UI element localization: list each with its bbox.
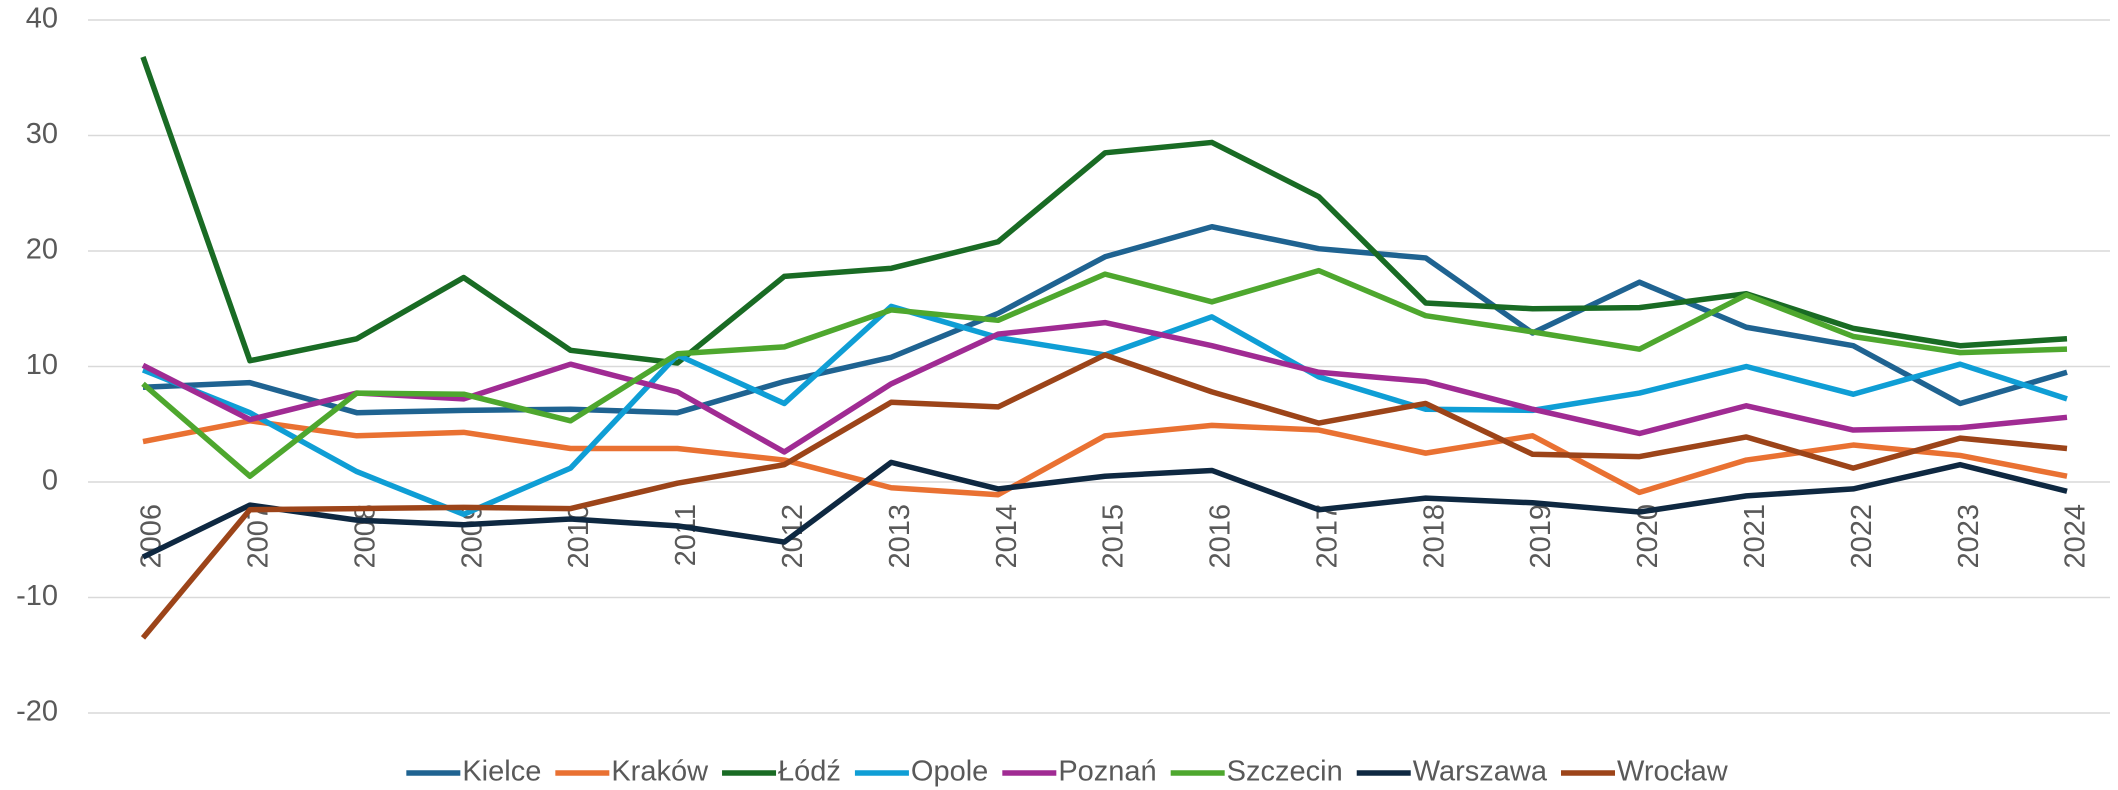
- x-tick-label: 2013: [884, 504, 916, 569]
- x-tick-label: 2023: [1953, 504, 1985, 569]
- y-tick-label: 0: [42, 465, 58, 497]
- x-tick-label: 2016: [1205, 504, 1237, 569]
- legend-label: Kraków: [611, 756, 709, 788]
- x-tick-label: 2014: [991, 504, 1023, 569]
- y-tick-label: -10: [16, 580, 58, 612]
- x-tick-label: 2020: [1632, 504, 1664, 569]
- series-line: [141, 459, 2068, 560]
- y-tick-label: 30: [26, 118, 58, 150]
- x-tick-label: 2011: [670, 504, 702, 566]
- x-tick-label: 2006: [136, 504, 168, 569]
- legend-label: Opole: [911, 756, 988, 788]
- x-tick-label: 2018: [1418, 504, 1450, 569]
- x-tick-label: 2024: [2060, 504, 2092, 569]
- series-line: [142, 223, 2068, 416]
- legend: Kielce Kraków Łódź Opole Poznań Szczecin Warsz…: [406, 756, 1729, 788]
- x-tick-label: 2015: [1098, 504, 1130, 569]
- series-line: [140, 352, 2068, 640]
- series-line: [141, 319, 2068, 455]
- legend-label: Wrocław: [1617, 756, 1729, 788]
- x-tick-label: 2021: [1739, 504, 1771, 569]
- x-tick-label: 2010: [563, 504, 595, 569]
- series-line: [142, 418, 2068, 498]
- legend-label: Warszawa: [1413, 756, 1548, 788]
- legend-label: Kielce: [462, 756, 541, 788]
- y-tick-label: 40: [26, 3, 58, 35]
- x-tick-label: 2019: [1525, 504, 1557, 569]
- x-tick-label: 2022: [1846, 504, 1878, 569]
- series-line: [140, 56, 2068, 366]
- x-tick-label: 2017: [1311, 504, 1343, 569]
- legend-label: Poznań: [1058, 756, 1156, 788]
- x-tick-label: 2008: [349, 504, 381, 569]
- y-tick-label: 20: [26, 234, 58, 266]
- y-tick-label: 10: [26, 349, 58, 381]
- legend-label: Łódź: [778, 756, 841, 788]
- legend-label: Szczecin: [1227, 756, 1343, 788]
- series-line: [141, 267, 2068, 479]
- y-tick-label: -20: [16, 696, 58, 728]
